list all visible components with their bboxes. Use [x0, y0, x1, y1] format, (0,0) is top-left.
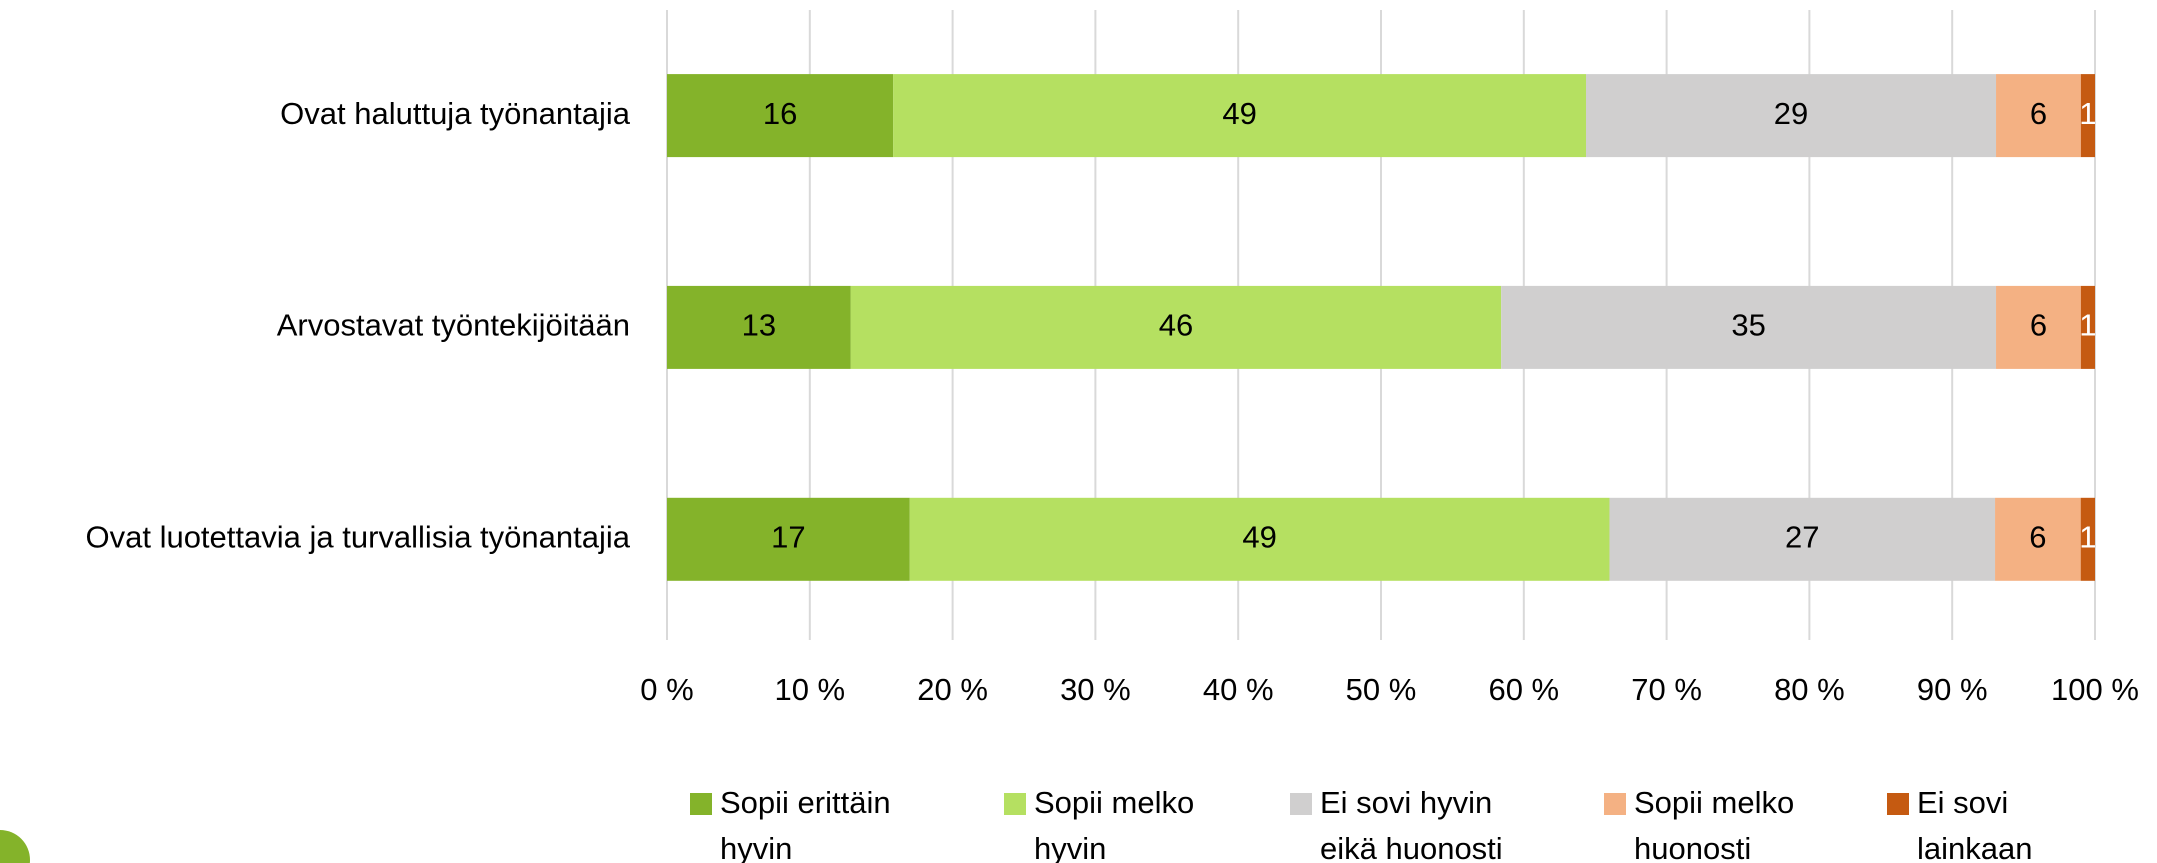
x-tick-label: 90 % — [1917, 672, 1988, 707]
bar-segment — [1609, 497, 1996, 581]
data-label: 27 — [1785, 519, 1819, 554]
data-label: 6 — [2030, 96, 2047, 131]
data-label: 13 — [742, 308, 776, 343]
x-tick-label: 70 % — [1631, 672, 1702, 707]
legend-label: Sopii erittäin hyvin — [720, 785, 891, 863]
bar-segment — [909, 497, 1610, 581]
legend-item: Ei sovi hyvin eikä huonosti — [1290, 780, 1530, 863]
x-tick-label: 60 % — [1488, 672, 1559, 707]
data-label: 49 — [1222, 96, 1256, 131]
legend-swatch — [1887, 793, 1909, 815]
bar-segment — [2080, 497, 2095, 581]
data-label: 1 — [2079, 519, 2096, 554]
x-tick-label: 80 % — [1774, 672, 1845, 707]
x-tick-label: 0 % — [640, 672, 693, 707]
bar-segment — [893, 74, 1587, 158]
x-tick-label: 50 % — [1346, 672, 1417, 707]
data-label: 1 — [2079, 308, 2096, 343]
data-label: 6 — [2030, 308, 2047, 343]
data-label: 6 — [2029, 519, 2046, 554]
logo-dot — [0, 830, 30, 863]
y-tick-label: Arvostavat työntekijöitään — [277, 308, 630, 343]
legend-swatch — [1290, 793, 1312, 815]
bar-segment — [1501, 285, 1997, 369]
legend-label: Ei sovi hyvin eikä huonosti — [1320, 785, 1503, 863]
bar-segment — [667, 74, 894, 158]
bar-segment — [667, 285, 851, 369]
y-tick-label: Ovat luotettavia ja turvallisia työnanta… — [85, 519, 630, 554]
bar-segment — [850, 285, 1502, 369]
x-tick-label: 10 % — [774, 672, 845, 707]
y-tick-label: Ovat haluttuja työnantajia — [280, 96, 631, 131]
bar-segment — [1995, 497, 2081, 581]
data-label: 49 — [1242, 519, 1276, 554]
legend-label: Sopii melko hyvin — [1034, 785, 1195, 863]
bar-segment — [2080, 74, 2095, 158]
x-tick-label: 100 % — [2051, 672, 2139, 707]
bar-segment — [2080, 285, 2095, 369]
bar-segment — [1996, 285, 2081, 369]
x-tick-label: 30 % — [1060, 672, 1131, 707]
legend-label: Sopii melko huonosti — [1634, 785, 1795, 863]
data-label: 35 — [1731, 308, 1765, 343]
legend-item: Ei sovi lainkaan — [1887, 780, 2127, 863]
data-label: 46 — [1159, 308, 1193, 343]
legend-item: Sopii erittäin hyvin — [690, 780, 930, 863]
legend-item: Sopii melko hyvin — [1004, 780, 1244, 863]
x-tick-label: 40 % — [1203, 672, 1274, 707]
bar-segment — [1996, 74, 2081, 158]
legend-swatch — [1004, 793, 1026, 815]
bar-segment — [667, 497, 910, 581]
legend-item: Sopii melko huonosti — [1604, 780, 1844, 863]
bar-segment — [1586, 74, 1997, 158]
x-tick-label: 20 % — [917, 672, 988, 707]
legend-swatch — [1604, 793, 1626, 815]
data-label: 17 — [771, 519, 805, 554]
data-label: 29 — [1774, 96, 1808, 131]
legend-swatch — [690, 793, 712, 815]
data-label: 1 — [2079, 96, 2096, 131]
legend-label: Ei sovi lainkaan — [1917, 785, 2033, 863]
data-label: 16 — [763, 96, 797, 131]
